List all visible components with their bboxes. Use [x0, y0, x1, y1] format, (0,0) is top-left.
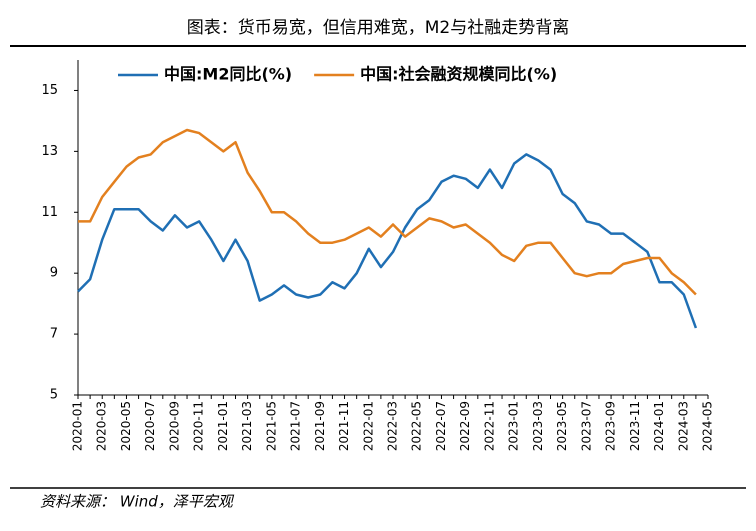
- y-tick-label: 9: [50, 266, 58, 281]
- x-tick-label: 2024-03: [676, 401, 690, 451]
- series-line: [77, 153, 698, 329]
- x-tick-label: 2022-05: [410, 401, 424, 451]
- source: 资料来源： Wind，泽平宏观: [40, 493, 235, 511]
- x-tick-label: 2022-09: [458, 401, 472, 451]
- chart-title: 图表：货币易宽，但信用难宽，M2与社融走势背离: [187, 18, 569, 38]
- x-tick-label: 2023-05: [555, 401, 569, 451]
- x-tick-label: 2021-09: [313, 401, 327, 451]
- x-tick-label: 2020-05: [119, 401, 133, 451]
- legend-label: 中国:社会融资规模同比(%): [360, 65, 557, 84]
- x-tick-label: 2020-07: [143, 401, 157, 451]
- x-tick-label: 2021-01: [216, 401, 230, 451]
- x-tick-label: 2023-01: [507, 401, 521, 451]
- x-tick-label: 2023-09: [604, 401, 618, 451]
- x-tick-label: 2020-03: [95, 401, 109, 451]
- x-tick-label: 2023-03: [531, 401, 545, 451]
- x-tick-label: 2021-05: [264, 401, 278, 451]
- x-tick-label: 2022-03: [386, 401, 400, 451]
- series-line: [78, 128, 697, 296]
- x-tick-label: 2022-07: [434, 401, 448, 451]
- x-tick-label: 2022-11: [482, 401, 496, 451]
- x-tick-label: 2023-11: [628, 401, 642, 451]
- x-tick-label: 2020-01: [71, 401, 85, 451]
- y-tick-label: 7: [50, 327, 58, 342]
- x-tick-label: 2022-01: [361, 401, 375, 451]
- x-tick-label: 2020-11: [192, 401, 206, 451]
- y-tick-label: 13: [41, 144, 58, 159]
- x-tick-label: 2021-07: [289, 401, 303, 451]
- x-tick-label: 2020-09: [167, 401, 181, 451]
- x-tick-label: 2023-07: [579, 401, 593, 451]
- x-tick-label: 2024-05: [701, 401, 715, 451]
- x-tick-label: 2024-01: [652, 401, 666, 451]
- y-tick-label: 15: [41, 83, 58, 98]
- y-tick-label: 11: [41, 205, 58, 220]
- y-tick-label: 5: [50, 388, 58, 403]
- legend-label: 中国:M2同比(%): [164, 65, 292, 84]
- x-tick-label: 2021-11: [337, 401, 351, 451]
- x-tick-label: 2021-03: [240, 401, 254, 451]
